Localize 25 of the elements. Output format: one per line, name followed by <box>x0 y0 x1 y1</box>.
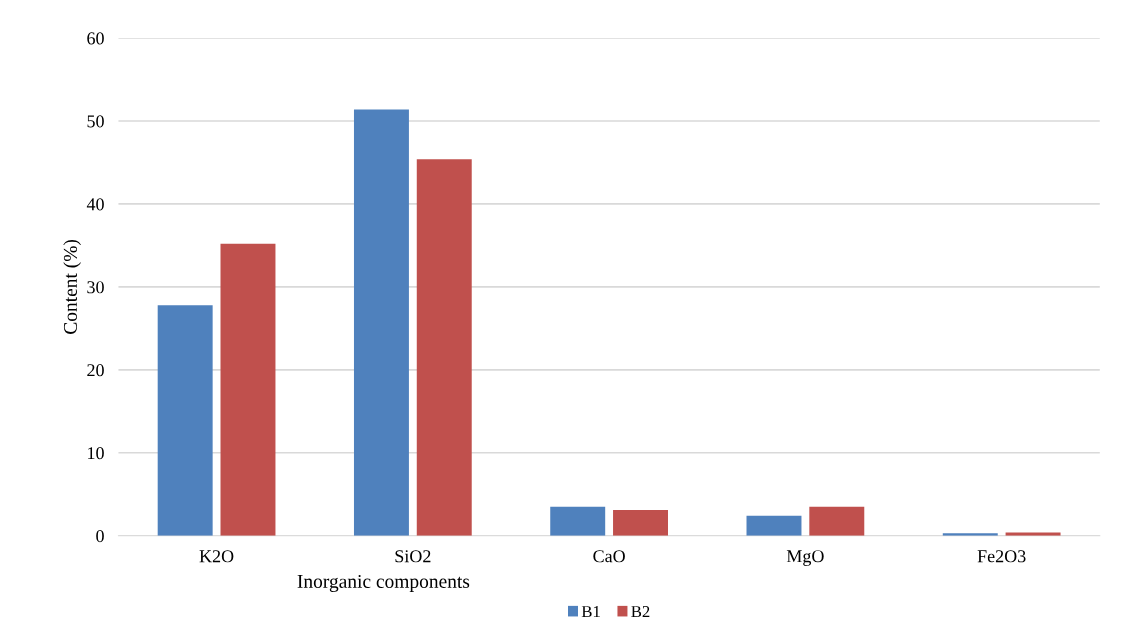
x-tick-label: MgO <box>786 550 824 566</box>
bar <box>746 515 802 536</box>
bar <box>220 243 276 536</box>
bar <box>157 305 213 536</box>
x-tick-label: Fe2O3 <box>977 550 1026 563</box>
bar <box>1005 532 1061 536</box>
x-tick-label: CaO <box>593 550 625 563</box>
bar <box>416 159 472 536</box>
legend-label: B1 <box>581 606 600 618</box>
y-tick-label: 0 <box>96 529 104 543</box>
y-axis-title: Content (%) <box>63 239 81 334</box>
y-tick-label: 60 <box>87 32 104 45</box>
bar <box>613 510 668 536</box>
y-tick-label: 50 <box>87 115 104 128</box>
y-tick-label: 40 <box>86 198 104 211</box>
y-tick-label: 10 <box>88 447 104 460</box>
x-tick-label: SiO2 <box>395 550 431 563</box>
bar <box>809 506 865 536</box>
y-tick-label: 30 <box>87 281 104 294</box>
x-tick-label: K2O <box>199 550 234 563</box>
bar <box>353 109 409 536</box>
bar <box>550 506 606 536</box>
legend-label: B2 <box>631 606 650 618</box>
y-tick-label: 20 <box>87 364 104 377</box>
x-axis-title: Inorganic components <box>297 574 470 592</box>
